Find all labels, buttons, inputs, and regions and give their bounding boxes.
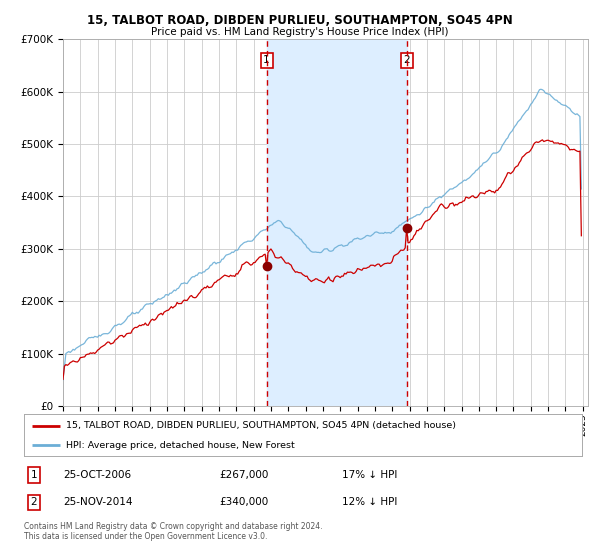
Text: 15, TALBOT ROAD, DIBDEN PURLIEU, SOUTHAMPTON, SO45 4PN: 15, TALBOT ROAD, DIBDEN PURLIEU, SOUTHAM… bbox=[87, 14, 513, 27]
Text: 25-OCT-2006: 25-OCT-2006 bbox=[63, 470, 131, 480]
Text: 2: 2 bbox=[31, 497, 37, 507]
Text: Price paid vs. HM Land Registry's House Price Index (HPI): Price paid vs. HM Land Registry's House … bbox=[151, 27, 449, 37]
Text: HPI: Average price, detached house, New Forest: HPI: Average price, detached house, New … bbox=[66, 441, 295, 450]
Text: 1: 1 bbox=[31, 470, 37, 480]
Text: £267,000: £267,000 bbox=[220, 470, 269, 480]
Text: 25-NOV-2014: 25-NOV-2014 bbox=[63, 497, 133, 507]
Text: 12% ↓ HPI: 12% ↓ HPI bbox=[342, 497, 397, 507]
Bar bbox=[266, 39, 407, 406]
Text: 1: 1 bbox=[263, 55, 270, 65]
Text: 2: 2 bbox=[403, 55, 410, 65]
Text: Contains HM Land Registry data © Crown copyright and database right 2024.
This d: Contains HM Land Registry data © Crown c… bbox=[24, 522, 323, 542]
Text: 17% ↓ HPI: 17% ↓ HPI bbox=[342, 470, 397, 480]
Text: £340,000: £340,000 bbox=[220, 497, 269, 507]
Text: 15, TALBOT ROAD, DIBDEN PURLIEU, SOUTHAMPTON, SO45 4PN (detached house): 15, TALBOT ROAD, DIBDEN PURLIEU, SOUTHAM… bbox=[66, 421, 456, 430]
